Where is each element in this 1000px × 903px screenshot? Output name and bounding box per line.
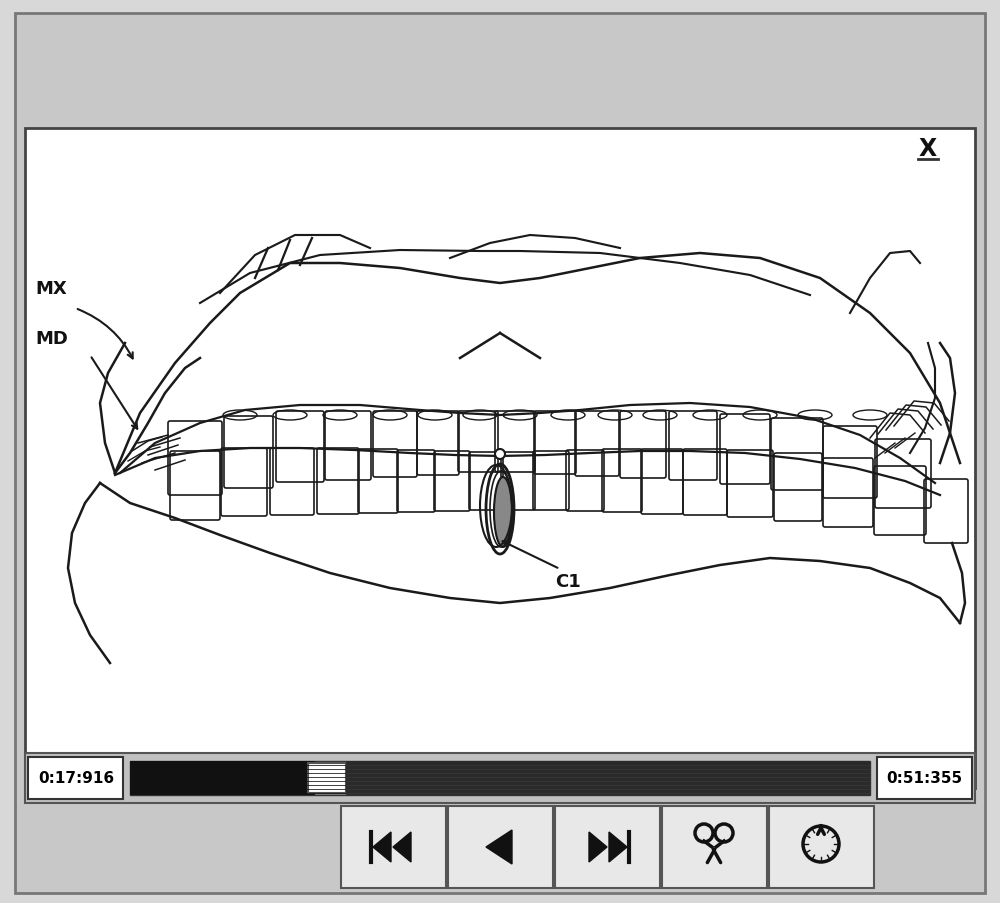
Polygon shape [486,830,512,864]
Polygon shape [373,832,391,862]
Text: MX: MX [35,280,67,298]
FancyBboxPatch shape [877,757,972,799]
FancyBboxPatch shape [662,806,767,888]
FancyBboxPatch shape [555,806,660,888]
FancyBboxPatch shape [15,14,985,893]
Circle shape [495,450,505,460]
FancyBboxPatch shape [25,129,975,788]
FancyBboxPatch shape [769,806,874,888]
Polygon shape [609,832,627,862]
FancyBboxPatch shape [25,753,975,803]
Text: 0:51:355: 0:51:355 [886,770,962,786]
Ellipse shape [494,478,512,547]
FancyBboxPatch shape [448,806,553,888]
FancyBboxPatch shape [130,761,870,796]
Polygon shape [393,832,411,862]
Text: 0:17:916: 0:17:916 [38,770,114,786]
Text: MD: MD [35,330,68,348]
FancyBboxPatch shape [308,763,346,793]
FancyBboxPatch shape [28,757,123,799]
FancyBboxPatch shape [341,806,446,888]
FancyBboxPatch shape [130,761,315,796]
Text: C1: C1 [555,573,581,591]
FancyBboxPatch shape [346,761,870,796]
Polygon shape [589,832,607,862]
Text: X: X [919,137,937,161]
